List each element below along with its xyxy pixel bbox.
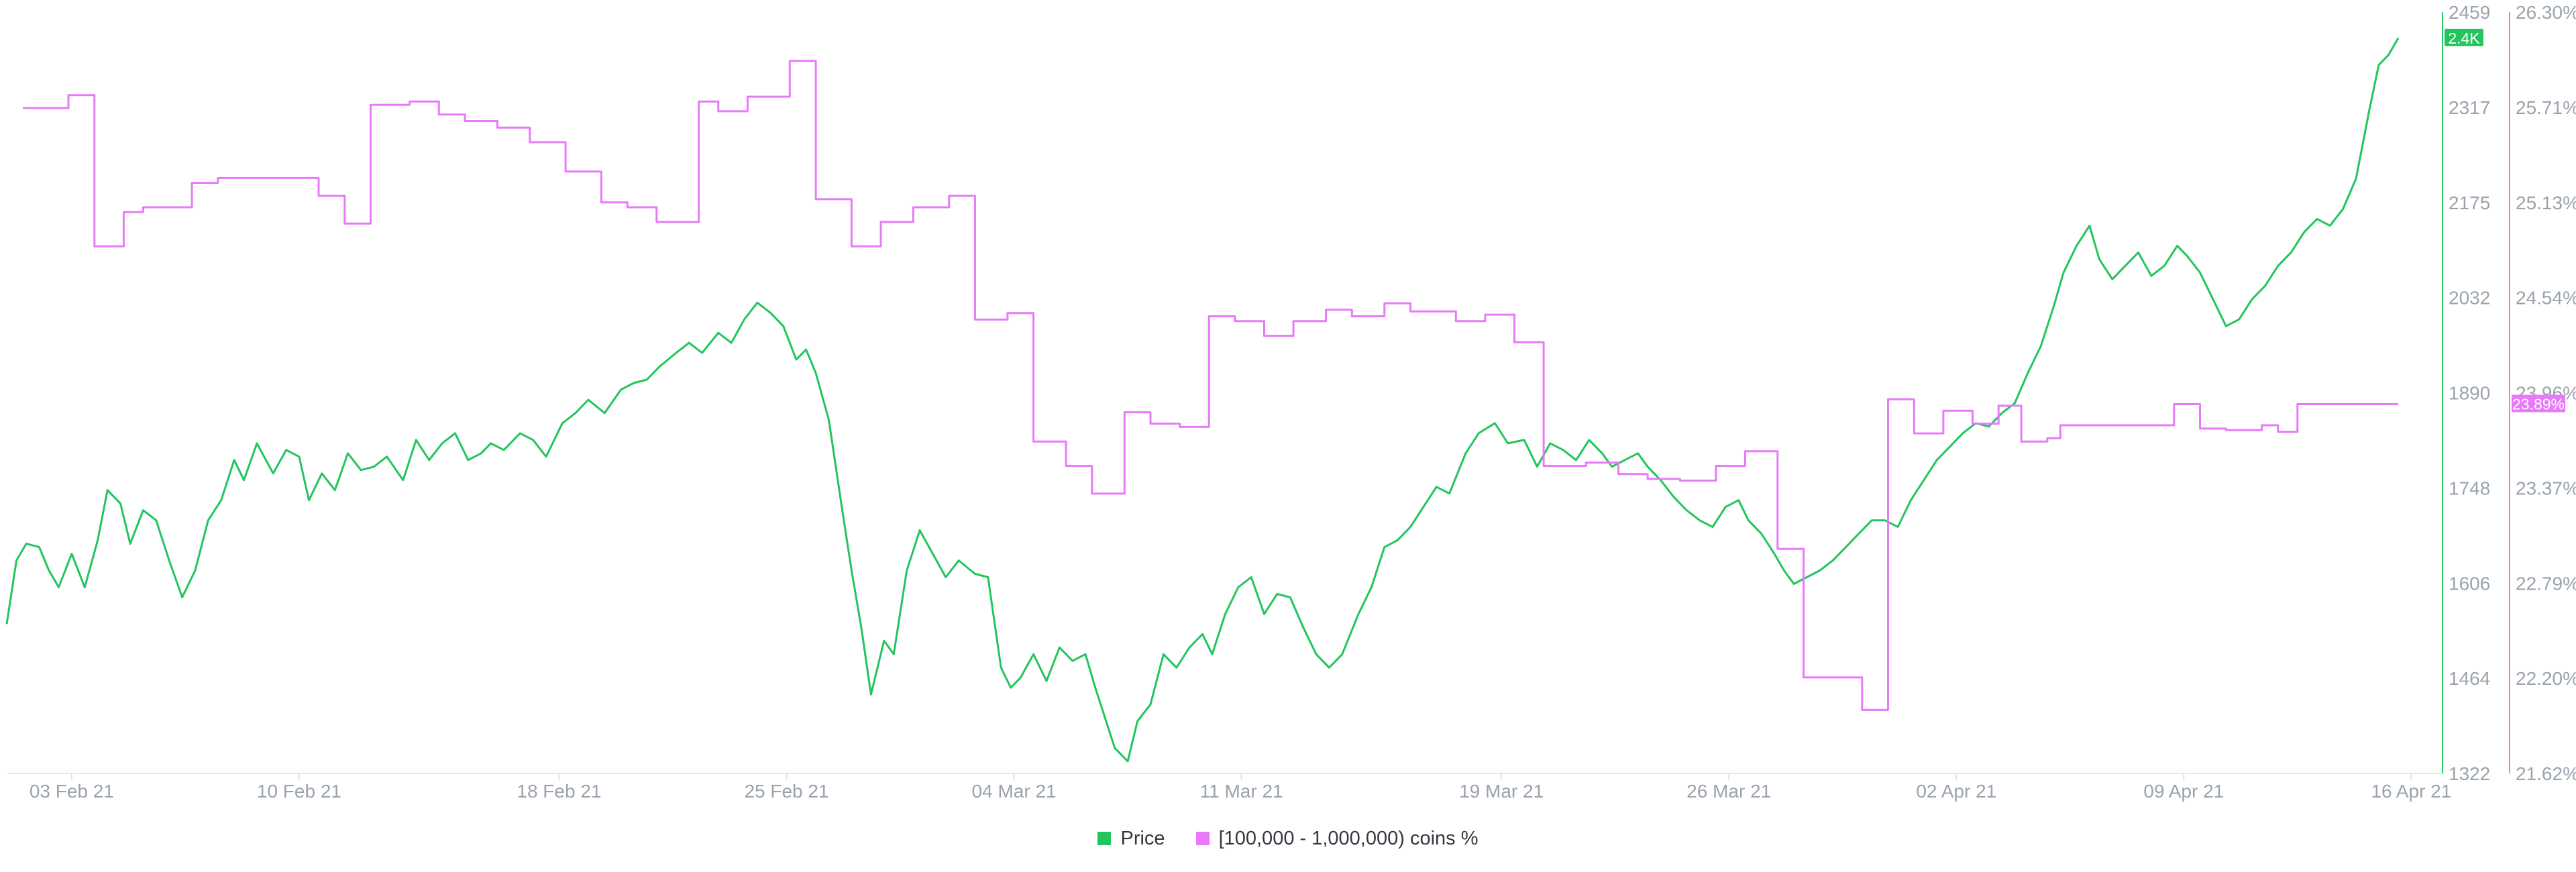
x-tick-label: 09 Apr 21 — [2143, 781, 2224, 802]
price-current-badge — [2445, 28, 2483, 46]
y-left-tick-label: 2317 — [2449, 97, 2490, 118]
x-tick-label: 03 Feb 21 — [30, 781, 114, 802]
y-left-tick-label: 2175 — [2449, 193, 2490, 213]
x-tick-label: 25 Feb 21 — [744, 781, 828, 802]
coins-pct-series-line — [23, 60, 2398, 711]
x-tick-label: 10 Feb 21 — [257, 781, 341, 802]
y-left-tick-label: 2032 — [2449, 288, 2490, 309]
x-tick-label: 02 Apr 21 — [1916, 781, 1996, 802]
y-left-tick-label: 1748 — [2449, 478, 2490, 498]
y-left-tick-label: 2459 — [2449, 2, 2490, 23]
coins-pct-current-badge-label: 23.89% — [2512, 395, 2565, 413]
x-tick-label: 19 Mar 21 — [1459, 781, 1544, 802]
x-tick-label: 16 Apr 21 — [2371, 781, 2451, 802]
y-left-tick-label: 1464 — [2449, 668, 2490, 689]
legend: Price [100,000 - 1,000,000) coins % — [0, 824, 2576, 853]
legend-item-coins-pct[interactable]: [100,000 - 1,000,000) coins % — [1195, 827, 1479, 850]
y-right-tick-label: 24.54% — [2516, 288, 2576, 309]
legend-swatch-price — [1097, 832, 1112, 845]
legend-swatch-coins-pct — [1195, 832, 1210, 845]
y-right-tick-label: 25.13% — [2516, 193, 2576, 213]
price-current-badge-label: 2.4K — [2448, 30, 2480, 47]
x-tick-label: 11 Mar 21 — [1200, 781, 1283, 802]
x-tick-label: 04 Mar 21 — [972, 781, 1057, 802]
legend-label-coins-pct: [100,000 - 1,000,000) coins % — [1218, 827, 1479, 849]
coins-pct-current-badge — [2512, 394, 2565, 413]
y-right-tick-label: 22.79% — [2516, 573, 2576, 594]
x-tick-label: 18 Feb 21 — [517, 781, 601, 802]
y-left-tick-label: 1322 — [2449, 763, 2490, 784]
current-value-badges: 2.4K 23.89% — [2445, 28, 2565, 413]
y-left-tick-label: 1606 — [2449, 573, 2490, 594]
x-tick-label: 26 Mar 21 — [1686, 781, 1771, 802]
y-left-tick-label: 1890 — [2449, 383, 2490, 404]
series-lines — [5, 38, 2400, 763]
x-axis-ticks: 03 Feb 21 10 Feb 21 18 Feb 21 25 Feb 21 04 M… — [30, 773, 2451, 802]
y-right-tick-label: 22.20% — [2516, 668, 2576, 689]
y-right-tick-label: 21.62% — [2516, 763, 2576, 784]
y-right-tick-label: 23.37% — [2516, 478, 2576, 498]
price-series-line — [5, 38, 2400, 763]
y-right-tick-label: 26.30% — [2516, 2, 2576, 23]
y-axis-right-ticks: 26.30%25.71%25.13%24.54%23.96%23.37%22.7… — [2516, 2, 2576, 784]
y-right-tick-label: 25.71% — [2516, 97, 2576, 118]
legend-label-price: Price — [1120, 827, 1165, 849]
y-axis-left-ticks: 2459 2317 2175 2032 1890 1748 1606 1464 1322 — [2449, 2, 2490, 784]
legend-item-price[interactable]: Price — [1097, 828, 1165, 850]
